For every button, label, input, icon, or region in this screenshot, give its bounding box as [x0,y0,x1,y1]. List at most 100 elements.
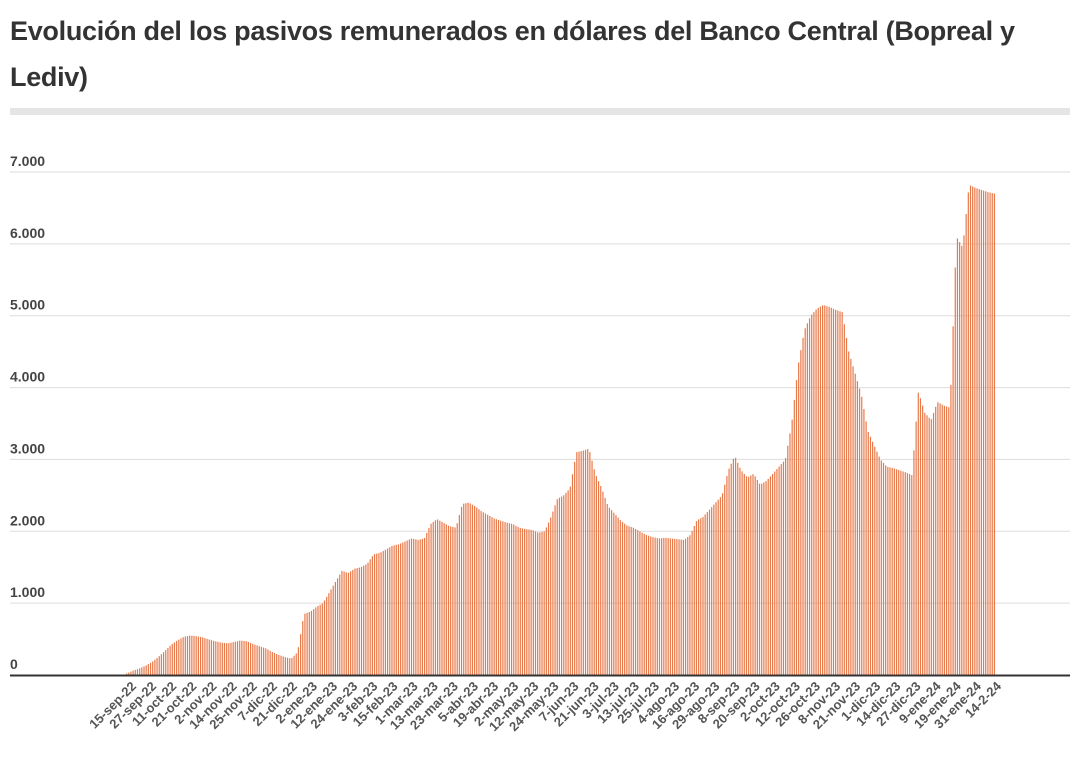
bar [878,456,880,675]
bar [752,474,754,675]
bar [728,468,730,675]
bar [982,190,985,675]
chart-title: Evolución del los pasivos remunerados en… [10,16,1015,92]
bar [495,519,497,675]
bar [489,515,491,675]
bar [652,537,654,675]
bar [563,495,565,675]
bar [393,545,395,675]
bar [785,458,787,675]
bar [580,451,582,675]
bar [352,569,354,675]
bar [889,467,891,675]
bar [500,520,502,675]
bar [791,419,793,675]
bar [284,657,286,675]
bar [569,486,571,675]
bar [972,186,974,675]
bar [454,527,456,675]
bar [639,531,641,675]
bar [130,671,132,675]
bar [182,637,184,675]
bar [219,642,221,675]
bar [959,242,961,675]
bar [460,506,463,675]
bar [321,603,323,675]
bar [989,192,991,675]
y-tick-label: 7.000 [10,153,45,169]
bar [537,532,539,675]
bar [985,191,987,675]
bar [334,581,336,675]
y-axis-tick-labels: 0 1.000 2.000 3.000 4.000 5.000 6.000 7.000 [10,153,45,672]
bar [271,652,273,675]
bar [584,449,587,675]
bar [467,502,469,675]
bar [545,527,547,675]
bar [935,406,937,675]
bar [743,473,745,675]
bar [502,521,504,675]
bar [637,530,639,675]
bar [197,636,199,675]
bar [589,452,591,675]
bar [330,589,332,675]
bar [191,635,193,675]
bar [213,640,215,675]
bar [371,556,373,675]
bar [924,412,926,675]
bar [532,530,534,675]
bar [376,553,378,675]
bar [948,407,950,675]
bar [969,185,972,675]
bar [387,548,389,675]
bar [565,492,567,675]
bar [508,523,510,675]
bar [826,306,828,675]
bar [650,536,652,675]
bar [721,493,724,675]
bar [713,504,715,675]
bar [763,482,765,675]
bar [726,476,728,675]
bar [389,547,391,675]
bar [626,525,628,675]
y-tick-label: 0 [10,656,18,672]
bar [241,640,243,675]
bar [165,650,167,675]
bar [941,404,943,675]
bar [856,381,858,675]
bar [732,458,735,675]
bar [297,647,300,675]
bar [630,526,632,675]
bar [217,641,219,675]
bar [541,531,543,675]
bar [817,307,819,675]
bar [730,463,732,675]
bar [195,636,197,675]
bar [445,524,447,675]
y-tick-label: 3.000 [10,440,45,456]
bar [186,636,189,675]
bar [286,657,289,675]
bar [608,507,611,675]
bar [619,520,621,675]
gridlines [10,171,1070,604]
bar [513,524,515,675]
bar [632,527,634,675]
bar [704,514,706,675]
bar [945,406,948,675]
bar [780,464,782,675]
bar [582,450,584,675]
bar [839,311,841,675]
bar [882,462,885,675]
bar [471,504,474,675]
bar [162,652,165,675]
bar [410,538,413,675]
bar [419,539,421,675]
bar [634,528,637,675]
bar [247,641,249,675]
bar [265,648,267,675]
bar [204,638,206,675]
bar [558,497,561,675]
